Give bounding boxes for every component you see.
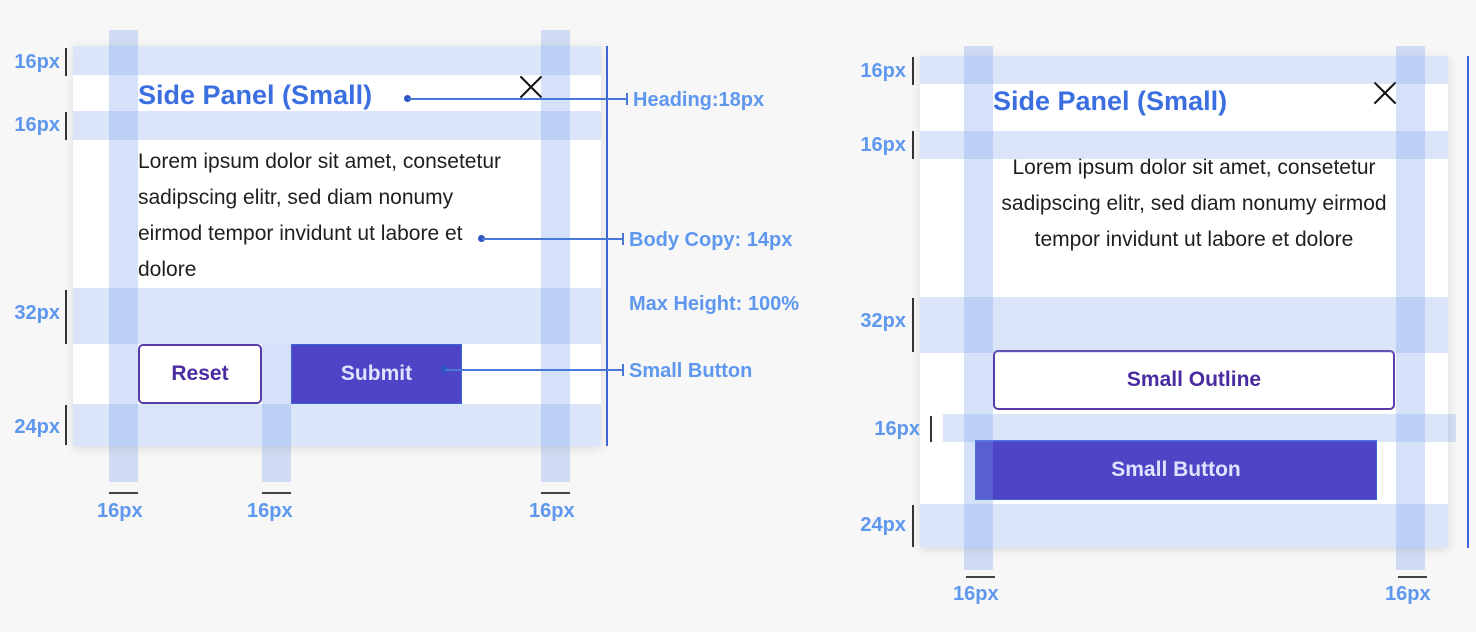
heading-leader-line [408,98,626,100]
spacing-label-title-body: 16px [860,134,906,156]
button-pointer-dot [441,366,448,373]
spacing-tick [912,505,914,547]
spacing-band-top [920,56,1448,84]
spacing-label-button-gap: 16px [247,500,293,522]
body-copy-annotation: Body Copy: 14px [629,229,793,251]
spacing-label-right-edge: 16px [1385,583,1431,605]
heading-annotation: Heading:18px [633,89,765,111]
spacing-band-bottom [920,504,1448,548]
leader-endcap [622,364,624,376]
width-mark [541,492,570,494]
spacing-tick [912,298,914,352]
spacing-band-button-gap [262,344,291,482]
spacing-label-top: 16px [860,60,906,82]
max-height-line [1467,56,1469,548]
spacing-label-left-edge: 16px [953,583,999,605]
spacing-label-bottom: 24px [860,514,906,536]
width-mark [262,492,291,494]
left-panel-body: Lorem ipsum dolor sit amet, consetetur s… [138,150,501,281]
spacing-tick [912,131,914,159]
spacing-label-top: 16px [14,51,60,73]
spacing-band-body-buttons [920,297,1448,353]
submit-button[interactable]: Submit [291,344,462,404]
spacing-tick [912,57,914,85]
spacing-label-button-gap: 16px [874,418,920,440]
spacing-tick [930,416,932,442]
spacing-band-title-body [73,111,601,140]
left-panel-title: Side Panel (Small) [138,80,373,110]
spacing-label-body-buttons: 32px [14,302,60,324]
body-copy-leader-line [482,238,622,240]
width-mark [966,576,995,578]
small-outline-button[interactable]: Small Outline [993,350,1395,410]
spacing-tick [65,48,67,76]
small-button-annotation: Small Button [629,360,753,382]
spacing-label-right-edge: 16px [529,500,575,522]
leader-endcap [622,233,624,245]
width-mark [109,492,138,494]
spacing-band-left-edge [109,30,138,482]
spacing-band-right-edge [1396,46,1425,570]
spacing-band-button-gap [943,414,1456,442]
spacing-band-title-body [920,131,1448,159]
spacing-label-left-edge: 16px [97,500,143,522]
spacing-band-left-edge [964,46,993,570]
reset-button[interactable]: Reset [138,344,262,404]
spacing-band-top [73,46,601,75]
spacing-label-body-buttons: 32px [860,310,906,332]
small-button[interactable]: Small Button [975,440,1377,500]
heading-pointer-dot [404,95,411,102]
max-height-line [606,46,608,446]
leader-endcap [626,93,628,105]
max-height-annotation: Max Height: 100% [629,293,800,315]
spacing-tick [65,112,67,140]
button-leader-line [445,369,622,371]
spacing-band-bottom [73,404,601,446]
width-mark [1398,576,1427,578]
spacing-label-bottom: 24px [14,416,60,438]
body-copy-pointer-dot [478,235,485,242]
spacing-tick [65,405,67,445]
spacing-label-title-body: 16px [14,114,60,136]
spacing-band-body-buttons [73,288,601,344]
spacing-tick [65,290,67,344]
right-panel-title: Side Panel (Small) [993,86,1228,116]
right-panel-body: Lorem ipsum dolor sit amet, consetetur s… [1001,156,1387,251]
spacing-band-right-edge [541,30,570,482]
